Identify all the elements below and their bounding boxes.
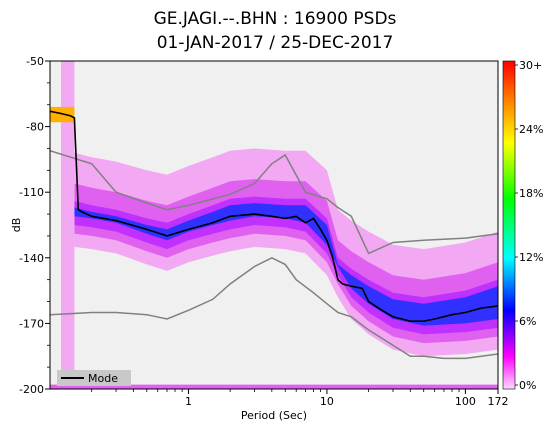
noise-model-low xyxy=(50,256,498,360)
colorbar: 30+ 24% 18% 12% 6% 0% xyxy=(502,59,543,392)
x-axis: 1 10 100 172 xyxy=(91,389,509,408)
chart-subtitle: 01-JAN-2017 / 25-DEC-2017 xyxy=(156,33,394,53)
y-tick-label: -140 xyxy=(19,252,44,265)
colorbar-tick-label: 12% xyxy=(519,251,543,264)
y-tick-label: -80 xyxy=(26,121,44,134)
density-short-period xyxy=(60,61,75,389)
noise-model-high xyxy=(50,149,498,255)
colorbar-tick-label: 24% xyxy=(519,123,543,136)
x-tick-label: 10 xyxy=(320,395,334,408)
y-tick-label: -110 xyxy=(19,186,44,199)
x-tick-label: 172 xyxy=(488,395,509,408)
density-layer xyxy=(50,61,498,389)
plot-frame xyxy=(49,60,499,390)
y-tick-label: -170 xyxy=(19,317,44,330)
lines-layer xyxy=(50,110,498,360)
legend-box xyxy=(57,370,131,386)
density-high xyxy=(74,203,498,326)
x-tick-label: 100 xyxy=(455,395,476,408)
density-floor xyxy=(50,384,498,389)
x-axis-label: Period (Sec) xyxy=(241,409,307,422)
colorbar-tick-label: 0% xyxy=(519,379,536,392)
colorbar-tick-label: 18% xyxy=(519,187,543,200)
y-axis-label: dB xyxy=(10,218,23,233)
colorbar-gradient xyxy=(502,60,516,390)
y-tick-label: -200 xyxy=(19,383,44,396)
colorbar-tick-label: 30+ xyxy=(519,59,542,72)
y-tick-label: -50 xyxy=(26,55,44,68)
x-tick-label: 1 xyxy=(185,395,192,408)
mode-line xyxy=(50,110,498,323)
chart-title: GE.JAGI.--.BHN : 16900 PSDs xyxy=(153,9,397,29)
legend: Mode xyxy=(57,370,131,386)
colorbar-tick-label: 6% xyxy=(519,315,536,328)
legend-mode-label: Mode xyxy=(88,372,118,385)
y-axis: -50 -80 -110 -140 -170 -200 xyxy=(19,55,50,396)
